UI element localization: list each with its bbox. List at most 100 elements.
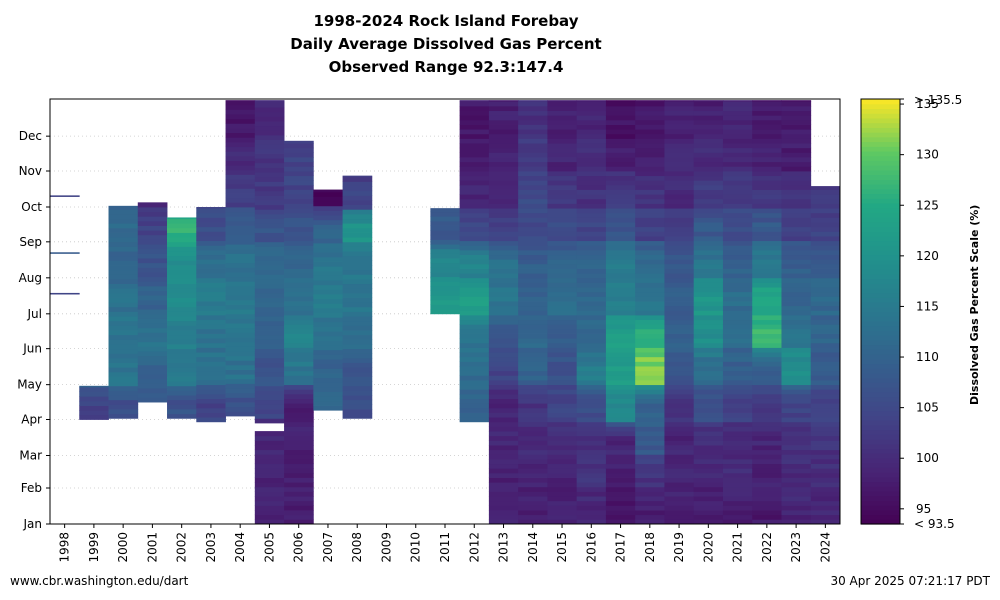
- heatmap-cell-1999: [79, 405, 109, 411]
- heatmap-cell-2012: [459, 347, 490, 353]
- heatmap-cell-2018: [635, 324, 665, 330]
- heatmap-cell-2021: [722, 426, 753, 432]
- heatmap-cell-2017: [605, 254, 636, 260]
- heatmap-cell-2001: [137, 341, 168, 347]
- heatmap-cell-2024: [810, 273, 840, 279]
- heatmap-cell-2006: [284, 245, 314, 251]
- heatmap-cell-2003: [196, 226, 226, 232]
- heatmap-cell-2018: [635, 291, 665, 297]
- heatmap-cell-2005: [254, 325, 285, 331]
- heatmap-cell-2024: [810, 384, 840, 390]
- heatmap-cell-2019: [664, 263, 695, 269]
- heatmap-cell-2014: [518, 449, 548, 455]
- heatmap-cell-1999: [79, 386, 109, 393]
- heatmap-cell-2012: [459, 277, 490, 283]
- heatmap-cell-2005: [254, 491, 285, 497]
- heatmap-cell-2002: [167, 395, 197, 401]
- heatmap-cell-2019: [664, 491, 695, 497]
- heatmap-cell-2012: [459, 203, 490, 209]
- heatmap-cell-2018: [635, 287, 665, 293]
- heatmap-cell-2023: [781, 393, 812, 399]
- heatmap-cell-2012: [459, 231, 490, 237]
- heatmap-cell-2024: [810, 380, 840, 386]
- heatmap-cell-2017: [605, 133, 636, 139]
- heatmap-cell-2020: [693, 333, 724, 339]
- footer-source-link[interactable]: www.cbr.washington.edu/dart: [10, 574, 189, 588]
- heatmap-cell-2019: [664, 407, 695, 413]
- heatmap-cell-2000: [108, 246, 139, 252]
- heatmap-cell-2001: [137, 374, 168, 380]
- heatmap-cell-2020: [693, 468, 724, 474]
- heatmap-cell-2021: [722, 496, 753, 502]
- heatmap-cell-2002: [167, 217, 197, 220]
- colorbar-segment: [861, 217, 900, 223]
- heatmap-cell-2002: [167, 255, 197, 261]
- heatmap-cell-2005: [254, 158, 285, 164]
- heatmap-cell-2012: [459, 319, 490, 325]
- heatmap-cell-2003: [196, 268, 226, 274]
- heatmap-cell-2004: [225, 313, 256, 319]
- heatmap-cell-2003: [196, 398, 226, 404]
- heatmap-cell-2004: [225, 104, 256, 110]
- heatmap-cell-2004: [225, 123, 256, 129]
- heatmap-cell-2023: [781, 273, 812, 279]
- heatmap-cell-2021: [722, 198, 753, 204]
- heatmap-cell-2020: [693, 268, 724, 274]
- heatmap-cell-2004: [225, 327, 256, 333]
- y-tick-label-feb: Feb: [21, 481, 42, 495]
- heatmap-cell-2007: [313, 266, 343, 272]
- y-tick-label-aug: Aug: [19, 271, 42, 285]
- heatmap-cell-2016: [576, 105, 607, 112]
- heatmap-cell-2018: [635, 375, 665, 381]
- heatmap-cell-2006: [284, 338, 314, 344]
- heatmap-cell-1999: [79, 410, 109, 416]
- heatmap-cell-2003: [196, 384, 226, 390]
- heatmap-cell-2013: [488, 333, 519, 339]
- heatmap-cell-2024: [810, 491, 840, 497]
- heatmap-cell-2017: [605, 180, 636, 186]
- heatmap-cell-2022: [752, 166, 782, 172]
- heatmap-cell-2013: [488, 449, 519, 455]
- heatmap-cell-2018: [635, 514, 665, 520]
- heatmap-cell-2022: [752, 133, 782, 139]
- heatmap-cell-2017: [605, 458, 636, 465]
- heatmap-cell-2008: [342, 260, 373, 266]
- heatmap-cell-2008: [342, 371, 373, 377]
- heatmap-cell-2004: [225, 220, 256, 226]
- heatmap-cell-2006: [284, 222, 314, 228]
- heatmap-cell-2006: [284, 514, 314, 520]
- heatmap-cell-2015: [547, 496, 578, 502]
- heatmap-cell-2020: [693, 291, 724, 297]
- heatmap-cell-2023: [781, 496, 812, 502]
- heatmap-cell-2022: [752, 352, 782, 358]
- heatmap-cell-2001: [137, 318, 168, 324]
- heatmap-cell-2005: [254, 371, 285, 377]
- colorbar-segment: [861, 424, 900, 431]
- heatmap-cell-2014: [518, 198, 548, 204]
- heatmap-cell-2014: [518, 273, 548, 279]
- heatmap-cell-2011: [430, 285, 461, 291]
- heatmap-cell-2013: [488, 301, 519, 307]
- colorbar-segment: [861, 127, 900, 133]
- heatmap-cell-2013: [488, 245, 519, 251]
- heatmap-cell-2015: [547, 421, 578, 427]
- heatmap-cell-2000: [108, 316, 139, 322]
- heatmap-cell-2022: [752, 249, 782, 256]
- heatmap-cell-2016: [576, 514, 607, 520]
- heatmap-cell-2003: [196, 356, 226, 362]
- heatmap-cell-2024: [810, 226, 840, 232]
- heatmap-cell-2006: [284, 249, 314, 256]
- heatmap-cell-2023: [781, 147, 812, 153]
- y-tick-label-mar: Mar: [19, 448, 42, 462]
- heatmap-cell-2024: [810, 445, 840, 451]
- colorbar-segment: [861, 382, 900, 388]
- colorbar-segment: [861, 410, 900, 416]
- heatmap-cell-2021: [722, 342, 753, 348]
- heatmap-cell-2024: [810, 324, 840, 330]
- heatmap-cell-2008: [342, 176, 373, 182]
- heatmap-cell-2023: [781, 449, 812, 455]
- heatmap-cell-2020: [693, 431, 724, 437]
- heatmap-cell-2006: [284, 301, 314, 307]
- heatmap-cell-2014: [518, 129, 548, 135]
- heatmap-cell-2024: [810, 463, 840, 469]
